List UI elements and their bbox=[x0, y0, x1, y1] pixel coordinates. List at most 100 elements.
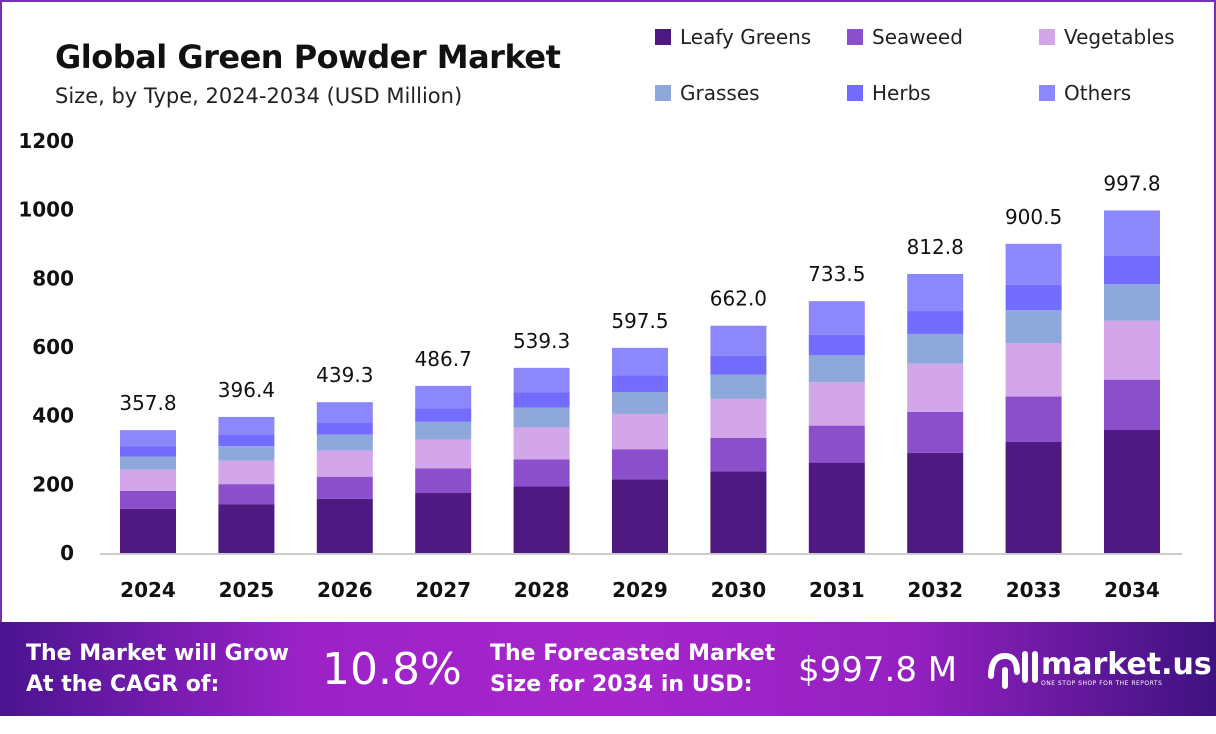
legend-swatch bbox=[655, 85, 671, 101]
legend-item: Seaweed bbox=[847, 24, 1039, 50]
y-tick-label: 1000 bbox=[18, 198, 74, 222]
bar-segment-others bbox=[415, 385, 472, 409]
bar-segment-others bbox=[808, 301, 865, 335]
legend-item: Leafy Greens bbox=[655, 24, 847, 50]
legend-item: Herbs bbox=[847, 80, 1039, 106]
y-tick-label: 0 bbox=[60, 541, 74, 565]
brand-tagline: ONE STOP SHOP FOR THE REPORTS bbox=[1041, 679, 1163, 687]
forecast-label-line: Size for 2034 in USD: bbox=[490, 672, 753, 697]
bar-segment-vegetables bbox=[513, 427, 570, 460]
x-tick-label: 2025 bbox=[219, 578, 275, 602]
y-tick-label: 400 bbox=[32, 404, 74, 428]
bar-segment-leafy-greens bbox=[120, 508, 176, 553]
cagr-label: The Market will Grow At the CAGR of: bbox=[26, 638, 289, 700]
bar-segment-leafy-greens bbox=[808, 462, 865, 553]
cagr-label-line: At the CAGR of: bbox=[26, 672, 220, 697]
bar-segment-vegetables bbox=[710, 398, 767, 438]
bar-segment-seaweed bbox=[907, 411, 964, 453]
x-tick-label: 2028 bbox=[514, 578, 570, 602]
x-tick-label: 2027 bbox=[415, 578, 471, 602]
bar-segment-herbs bbox=[218, 434, 275, 447]
legend-item: Vegetables bbox=[1039, 24, 1215, 50]
bar-segment-grasses bbox=[612, 391, 668, 414]
forecast-label: The Forecasted Market Size for 2034 in US… bbox=[490, 638, 775, 700]
brand-name: market.us bbox=[1041, 646, 1212, 682]
bar-segment-others bbox=[316, 402, 373, 423]
footer-banner: The Market will Grow At the CAGR of: 10.8… bbox=[0, 622, 1216, 716]
bar-segment-seaweed bbox=[710, 437, 767, 472]
chart-subtitle: Size, by Type, 2024-2034 (USD Million) bbox=[55, 84, 463, 108]
y-tick-label: 800 bbox=[32, 266, 74, 290]
bar-segment-seaweed bbox=[1005, 396, 1062, 443]
bar-segment-others bbox=[612, 347, 668, 376]
bar-segment-vegetables bbox=[907, 363, 964, 412]
bar-segment-others bbox=[907, 273, 964, 312]
legend-swatch bbox=[1039, 29, 1055, 45]
total-label: 900.5 bbox=[1005, 205, 1062, 229]
bar-segment-vegetables bbox=[415, 439, 472, 469]
bar-segment-grasses bbox=[316, 434, 373, 451]
legend-item: Grasses bbox=[655, 80, 847, 106]
bar-segment-seaweed bbox=[612, 449, 668, 480]
bar-segment-seaweed bbox=[513, 459, 570, 487]
bar-segment-grasses bbox=[1104, 284, 1160, 321]
bar-segment-herbs bbox=[612, 375, 668, 392]
bar-segment-grasses bbox=[808, 355, 865, 383]
bar-segment-vegetables bbox=[1005, 343, 1062, 397]
bar-segment-grasses bbox=[907, 333, 964, 364]
cagr-value: 10.8% bbox=[322, 644, 462, 695]
bar-segment-leafy-greens bbox=[612, 479, 668, 553]
bar-segment-vegetables bbox=[808, 382, 865, 426]
logo-icon bbox=[988, 651, 1038, 689]
x-tick-label: 2030 bbox=[711, 578, 767, 602]
x-tick-label: 2033 bbox=[1006, 578, 1062, 602]
bar-segment-others bbox=[710, 325, 767, 356]
bar-segment-herbs bbox=[513, 392, 570, 408]
total-label: 357.8 bbox=[119, 391, 176, 415]
legend: Leafy Greens Seaweed Vegetables Grasses Herb… bbox=[655, 24, 1215, 106]
x-tick-label: 2029 bbox=[612, 578, 668, 602]
total-label: 396.4 bbox=[218, 378, 275, 402]
bar-segment-leafy-greens bbox=[907, 452, 964, 553]
legend-swatch bbox=[847, 85, 863, 101]
x-tick-label: 2026 bbox=[317, 578, 373, 602]
x-tick-label: 2032 bbox=[907, 578, 963, 602]
bar-segment-herbs bbox=[1005, 284, 1062, 311]
legend-label: Seaweed bbox=[872, 25, 963, 49]
bar-segment-vegetables bbox=[120, 469, 176, 491]
legend-swatch bbox=[655, 29, 671, 45]
y-tick-label: 200 bbox=[32, 472, 74, 496]
bar-segment-leafy-greens bbox=[1005, 442, 1062, 553]
cagr-label-line: The Market will Grow bbox=[26, 641, 289, 666]
bar-segment-herbs bbox=[907, 311, 964, 334]
bar-segment-vegetables bbox=[316, 450, 373, 477]
total-label: 486.7 bbox=[415, 347, 472, 371]
x-tick-label: 2031 bbox=[809, 578, 865, 602]
total-label: 597.5 bbox=[611, 309, 668, 333]
bar-segment-vegetables bbox=[1104, 320, 1160, 380]
bar-segment-grasses bbox=[415, 421, 472, 440]
bar-segment-seaweed bbox=[120, 490, 176, 509]
legend-label: Others bbox=[1064, 81, 1132, 105]
bar-segment-others bbox=[120, 430, 176, 447]
bar-segment-herbs bbox=[415, 408, 472, 422]
bar-segment-others bbox=[1104, 210, 1160, 256]
bar-segment-herbs bbox=[710, 355, 767, 375]
bar-segment-seaweed bbox=[415, 468, 472, 494]
chart-title: Global Green Powder Market bbox=[55, 38, 561, 76]
bar-segment-leafy-greens bbox=[316, 498, 373, 553]
total-label: 439.3 bbox=[316, 363, 373, 387]
bar-segment-grasses bbox=[710, 374, 767, 399]
market-us-logo: market.us ONE STOP SHOP FOR THE REPORTS bbox=[985, 646, 1212, 690]
forecast-label-line: The Forecasted Market bbox=[490, 641, 776, 666]
bar-segment-seaweed bbox=[218, 484, 275, 505]
legend-swatch bbox=[1039, 85, 1055, 101]
bar-segment-leafy-greens bbox=[1104, 430, 1160, 553]
bar-segment-vegetables bbox=[218, 460, 275, 485]
bar-segment-herbs bbox=[316, 422, 373, 435]
bar-segment-seaweed bbox=[316, 476, 373, 499]
total-label: 539.3 bbox=[513, 329, 570, 353]
y-tick-label: 1200 bbox=[18, 129, 74, 153]
bar-segment-grasses bbox=[218, 446, 275, 461]
y-tick-label: 600 bbox=[32, 335, 74, 359]
